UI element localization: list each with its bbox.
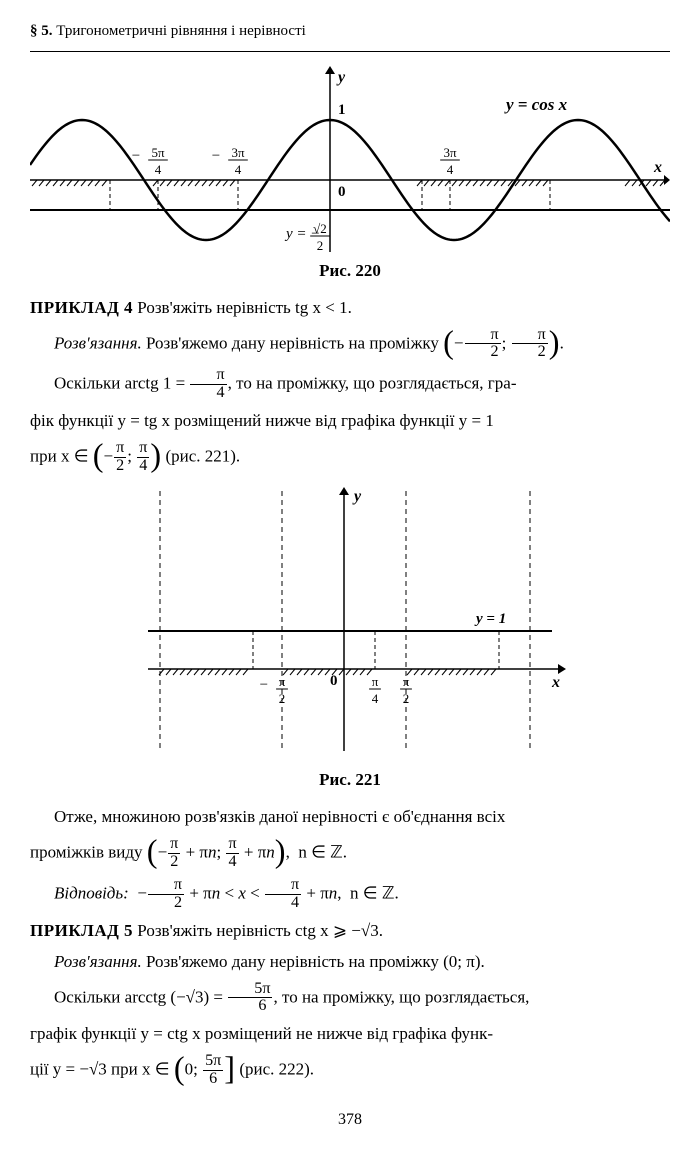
example5-line3: графік функції y = ctg x розміщений не н… [30, 1021, 670, 1047]
example4-line3: фік функції y = tg x розміщений нижче ві… [30, 408, 670, 434]
svg-text:x: x [551, 674, 560, 691]
svg-text:−: − [132, 148, 140, 164]
example4-title: ПРИКЛАД 4 [30, 298, 133, 317]
ex5-l1: Розв'яжемо дану нерівність на проміжку (… [146, 952, 485, 971]
svg-text:4: 4 [155, 162, 162, 177]
svg-text:π: π [403, 674, 410, 689]
svg-text:y: y [352, 488, 362, 505]
answer-line: Відповідь: −π2 + πn < x < π4 + πn, n ∈ ℤ… [30, 877, 670, 912]
example5-heading: ПРИКЛАД 5 Розв'яжіть нерівність ctg x ⩾ … [30, 918, 670, 944]
svg-text:−: − [212, 148, 220, 164]
svg-text:5π: 5π [151, 145, 165, 160]
section-num: § 5. [30, 23, 53, 39]
figure-220: yx01y = cos x−5π4−3π43π4y = −√22 [30, 62, 670, 252]
page-number: 378 [30, 1108, 670, 1132]
section-header: § 5. Тригонометричні рівняння і нерівнос… [30, 20, 670, 43]
svg-text:π: π [372, 674, 379, 689]
svg-text:0: 0 [330, 673, 338, 689]
svg-text:3π: 3π [231, 145, 245, 160]
sol-label5: Розв'язання. [54, 952, 142, 971]
example4-line1: Розв'язання. Розв'яжемо дану нерівність … [30, 327, 670, 362]
svg-text:4: 4 [447, 162, 454, 177]
example4-prompt: Розв'яжіть нерівність tg x < 1. [137, 298, 352, 317]
svg-text:3π: 3π [443, 145, 457, 160]
figure-221: y = 1yx0−π2π4π2 [130, 481, 570, 761]
svg-text:y = cos x: y = cos x [504, 95, 568, 114]
conclusion-line2: проміжків виду (−π2 + πn; π4 + πn), n ∈ … [30, 836, 670, 871]
conc-l2b: n ∈ ℤ. [298, 842, 347, 861]
example5-line4: ції y = −√3 при x ∈ (0; 5π6] (рис. 222). [30, 1053, 670, 1088]
example5-prompt: Розв'яжіть нерівність ctg x ⩾ −√3. [137, 921, 383, 940]
example4-line2: Оскільки arctg 1 = π4, то на проміжку, щ… [30, 367, 670, 402]
ex4-l4b: (рис. 221). [165, 446, 240, 465]
sol-label: Розв'язання. [54, 333, 142, 352]
example4-heading: ПРИКЛАД 4 Розв'яжіть нерівність tg x < 1… [30, 295, 670, 321]
conc-l2a: проміжків виду [30, 842, 143, 861]
example4-line4: при x ∈ (−π2; π4) (рис. 221). [30, 440, 670, 475]
ex4-l2a: Оскільки arctg 1 = [54, 374, 185, 393]
ex4-l2b: , то на проміжку, що розглядається, гра- [228, 374, 517, 393]
example5-line2: Оскільки arcctg (−√3) = 5π6, то на промі… [30, 981, 670, 1016]
fig221-caption: Рис. 221 [30, 767, 670, 793]
svg-text:0: 0 [338, 184, 346, 200]
section-title: Тригонометричні рівняння і нерівності [56, 23, 306, 39]
svg-text:x: x [653, 159, 662, 176]
ex5-l4a: ції y = −√3 при x ∈ [30, 1059, 170, 1078]
example5-line1: Розв'язання. Розв'яжемо дану нерівність … [30, 949, 670, 975]
svg-text:2: 2 [403, 691, 410, 706]
header-rule [30, 51, 670, 52]
svg-text:2: 2 [279, 691, 286, 706]
svg-text:4: 4 [235, 162, 242, 177]
svg-text:√2: √2 [313, 221, 327, 236]
fig220-caption: Рис. 220 [30, 258, 670, 284]
ex5-l2a: Оскільки arcctg (−√3) = [54, 987, 223, 1006]
ex4-l4a: при x ∈ [30, 446, 89, 465]
svg-text:2: 2 [317, 238, 324, 252]
answer-label: Відповідь: [54, 883, 129, 902]
svg-text:y: y [336, 69, 346, 86]
ex5-l2b: , то на проміжку, що розглядається, [273, 987, 529, 1006]
conclusion-line1: Отже, множиною розв'язків даної нерівнос… [30, 804, 670, 830]
svg-text:−: − [260, 677, 268, 693]
svg-text:y = 1: y = 1 [474, 611, 506, 627]
ex4-l1a: Розв'яжемо дану нерівність на проміжку [146, 333, 439, 352]
example5-title: ПРИКЛАД 5 [30, 921, 133, 940]
ans-tail: n ∈ ℤ. [350, 883, 399, 902]
svg-text:4: 4 [372, 691, 379, 706]
ex5-l4b: (рис. 222). [239, 1059, 314, 1078]
svg-text:1: 1 [338, 102, 346, 118]
svg-text:π: π [279, 674, 286, 689]
